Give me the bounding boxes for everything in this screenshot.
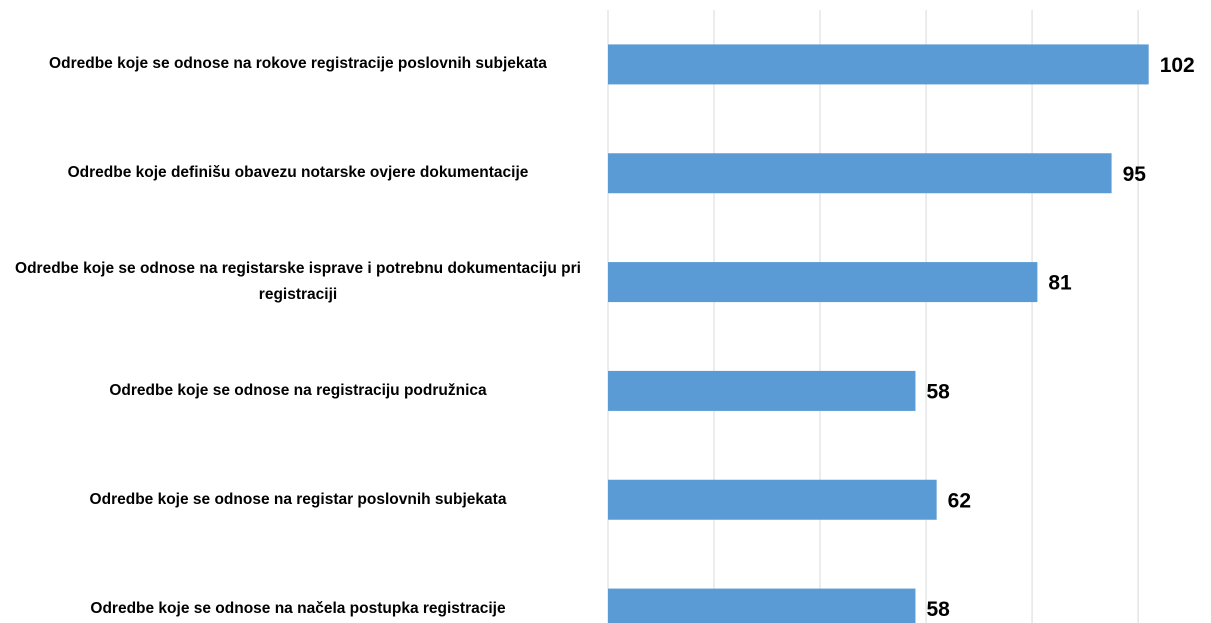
- value-label: 95: [1123, 163, 1147, 186]
- bar: [608, 588, 916, 623]
- value-label: 58: [926, 598, 950, 621]
- value-label: 58: [926, 380, 950, 403]
- value-label: 62: [948, 489, 971, 512]
- bar: [608, 44, 1149, 85]
- category-label: Odredbe koje definišu obavezu notarske o…: [67, 164, 529, 182]
- category-label: Odredbe koje se odnose na registar poslo…: [89, 490, 507, 508]
- value-label: 102: [1160, 54, 1195, 77]
- category-label: Odredbe koje se odnose na registraciju p…: [109, 381, 487, 399]
- bar: [608, 479, 937, 520]
- category-label: Odredbe koje se odnose na načela postupk…: [90, 599, 506, 617]
- value-label: 81: [1048, 272, 1072, 295]
- category-label: Odredbe koje se odnose na rokove registr…: [49, 55, 547, 73]
- category-label: Odredbe koje se odnose na registarske is…: [15, 260, 581, 304]
- bar: [608, 370, 916, 411]
- bar: [608, 153, 1112, 194]
- bar: [608, 262, 1038, 303]
